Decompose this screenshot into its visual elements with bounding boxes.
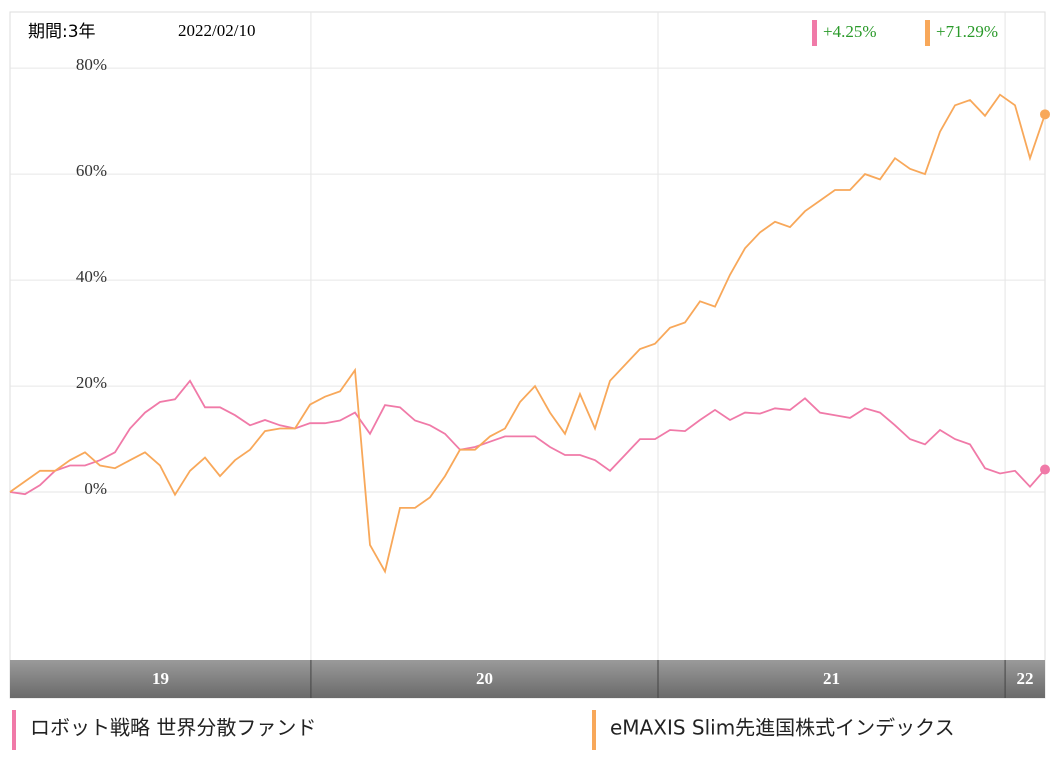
plot-frame (9, 11, 1046, 699)
series-line (9, 93, 1046, 574)
header-swatch (812, 20, 817, 46)
year-band (10, 660, 1045, 698)
header-value: +4.25% (823, 22, 877, 41)
year-label: 22 (1017, 669, 1034, 688)
y-tick-label: 80% (76, 55, 107, 74)
y-tick-label: 0% (84, 479, 107, 498)
legend-label: ロボット戦略 世界分散ファンド (30, 716, 316, 740)
legend-swatch (12, 710, 16, 750)
end-dot (1040, 464, 1050, 475)
y-tick-label: 60% (76, 161, 107, 180)
series-line (9, 379, 1046, 496)
header-value: +71.29% (936, 22, 998, 41)
y-tick-label: 20% (76, 373, 107, 392)
year-label: 19 (152, 669, 169, 688)
period-label: 期間:3年 (28, 22, 96, 42)
header-swatch (925, 20, 930, 46)
legend-swatch (592, 710, 596, 750)
legend-label: eMAXIS Slim先進国株式インデックス (610, 716, 955, 740)
y-tick-label: 40% (76, 267, 107, 286)
year-label: 21 (823, 669, 840, 688)
end-dot (1040, 109, 1050, 120)
date-label: 2022/02/10 (178, 21, 255, 40)
year-label: 20 (476, 669, 493, 688)
